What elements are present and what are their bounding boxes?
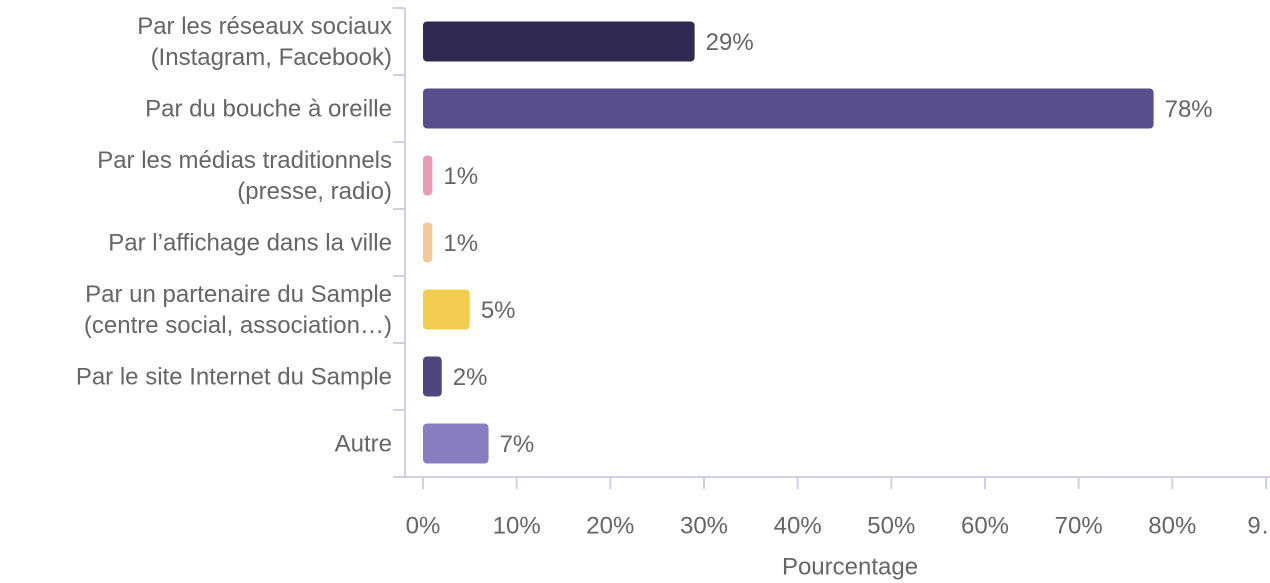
y-tick-label: Autre (334, 430, 392, 457)
x-tick-label: 0% (406, 512, 441, 539)
data-label: 7% (500, 431, 535, 458)
x-tick-label: 9… (1247, 512, 1270, 539)
y-tick-label: Par le site Internet du Sample (75, 363, 392, 390)
x-axis-title: Pourcentage (782, 553, 918, 580)
y-tick-label: Par les réseaux sociaux (Instagram, Face… (137, 12, 392, 71)
data-label: 5% (481, 297, 516, 324)
bar (423, 88, 1154, 129)
data-label: 2% (453, 364, 488, 391)
bar (423, 155, 433, 196)
y-tick-label: Par un partenaire du Sample (centre soci… (83, 280, 392, 339)
bar (423, 222, 433, 263)
data-label: 29% (706, 29, 754, 56)
data-label: 1% (443, 163, 478, 190)
bar (423, 289, 470, 330)
x-tick-label: 80% (1148, 512, 1196, 539)
y-tick-label: Par les médias traditionnels (presse, ra… (97, 146, 392, 205)
x-tick-label: 40% (774, 512, 822, 539)
x-tick-label: 10% (493, 512, 541, 539)
x-tick-label: 20% (586, 512, 634, 539)
data-label: 78% (1165, 96, 1213, 123)
x-tick-label: 70% (1055, 512, 1103, 539)
x-tick-label: 60% (961, 512, 1009, 539)
x-tick-label: 50% (867, 512, 915, 539)
bar (423, 423, 489, 464)
y-tick-label: Par l’affichage dans la ville (108, 229, 392, 256)
data-label: 1% (443, 230, 478, 257)
y-tick-label: Par du bouche à oreille (145, 95, 392, 122)
x-tick-label: 30% (680, 512, 728, 539)
bar (423, 356, 442, 397)
bar (423, 21, 695, 62)
